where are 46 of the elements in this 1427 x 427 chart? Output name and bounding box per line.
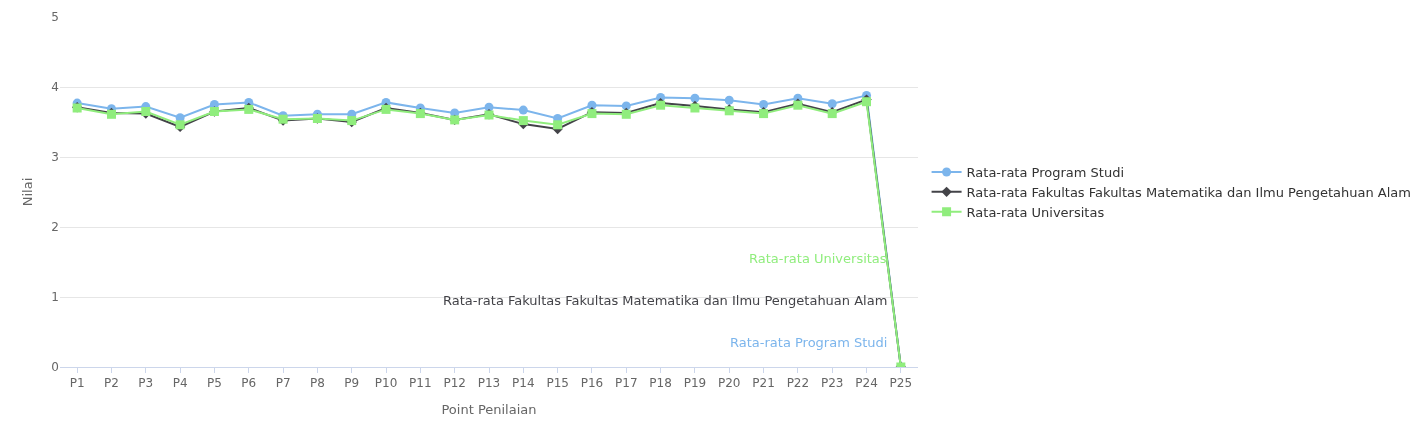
x-tick-label: P18	[649, 376, 672, 391]
legend-label: Rata-rata Program Studi	[966, 165, 1124, 181]
x-tick-label: P11	[409, 376, 432, 391]
x-tick-label: P6	[241, 376, 257, 391]
x-tick-label: P9	[344, 376, 360, 391]
x-tick-label: P8	[309, 376, 325, 391]
x-tick-label: P10	[374, 376, 398, 391]
point	[690, 93, 700, 103]
y-tick-label: 2	[51, 220, 59, 235]
annotation: Rata-rata Fakultas Fakultas Matematika dan Ilmu Pengetahuan Alam	[443, 293, 888, 308]
x-tick-label: P1	[69, 376, 85, 391]
x-tick-label: P3	[138, 376, 154, 391]
x-tick-label: P2	[104, 376, 119, 391]
x-tick-label: P7	[275, 376, 291, 391]
x-tick-label: P20	[717, 376, 741, 391]
x-tick-label: P19	[683, 376, 707, 391]
x-tick-label: P23	[820, 376, 844, 391]
x-tick-label: P15	[546, 376, 569, 391]
y-tick-label: 0	[51, 360, 59, 375]
x-tick-label: P13	[477, 376, 501, 391]
y-tick-label: 3	[51, 150, 59, 165]
x-tick-label: P4	[172, 376, 188, 391]
y-tick-label: 5	[51, 10, 59, 25]
x-tick-label: P5	[207, 376, 222, 391]
annotation: Rata-rata Universitas	[749, 251, 887, 266]
point	[827, 99, 837, 109]
y-axis-title: Nilai	[20, 177, 36, 207]
legend-label: Rata-rata Universitas	[966, 204, 1105, 220]
point	[518, 116, 528, 126]
point	[518, 105, 528, 115]
x-tick-label: P21	[752, 376, 775, 391]
x-axis-title: Point Penilaian	[441, 402, 537, 417]
x-tick-label: P14	[512, 376, 535, 391]
y-tick-label: 4	[51, 80, 59, 95]
x-tick-label: P12	[443, 376, 466, 391]
annotation: Rata-rata Program Studi	[730, 335, 888, 350]
legend-label: Rata-rata Fakultas Fakultas Matematika dan Ilmu Pengetahuan Alam	[966, 184, 1411, 200]
point	[759, 100, 769, 109]
x-tick-label: P16	[580, 376, 604, 391]
x-tick-label: P25	[889, 376, 913, 391]
y-tick-label: 1	[51, 290, 59, 305]
point	[724, 95, 734, 105]
x-tick-label: P22	[786, 376, 810, 391]
point	[553, 120, 563, 130]
x-tick-label: P24	[855, 376, 878, 391]
x-tick-label: P17	[615, 376, 638, 391]
